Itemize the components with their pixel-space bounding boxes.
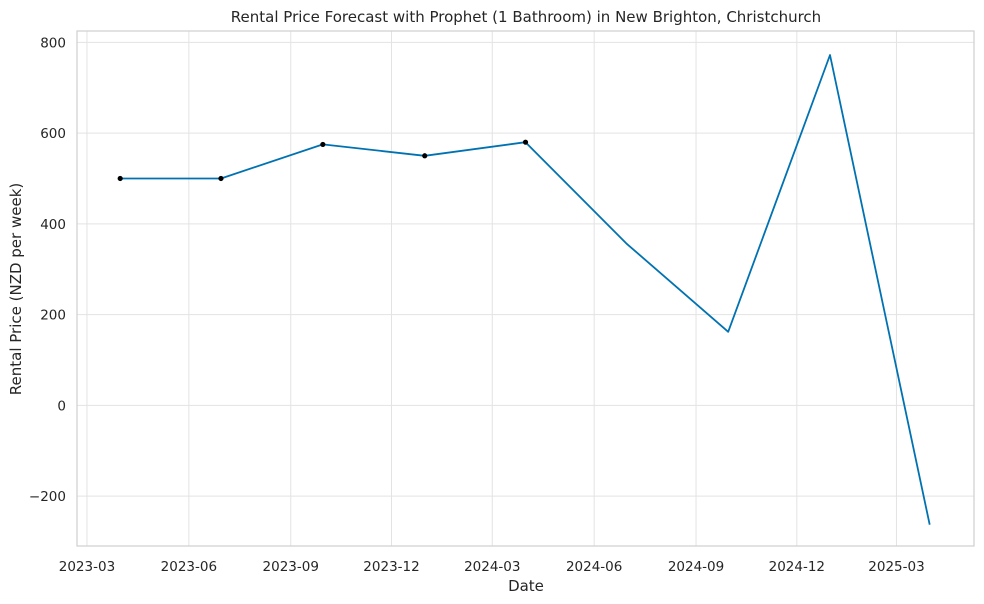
x-tick-label: 2023-09 bbox=[263, 559, 319, 575]
x-tick-label: 2024-06 bbox=[566, 559, 622, 575]
x-tick-label: 2023-03 bbox=[59, 559, 115, 575]
y-gridlines bbox=[77, 41, 974, 497]
chart-title: Rental Price Forecast with Prophet (1 Ba… bbox=[231, 8, 821, 26]
x-axis-title: Date bbox=[508, 577, 544, 595]
x-tick-label: 2024-12 bbox=[769, 559, 825, 575]
y-tick-label: 600 bbox=[40, 126, 66, 142]
x-tick-labels: 2023-03 2023-06 2023-09 2023-12 2024-03 2024-… bbox=[59, 559, 925, 575]
y-axis-title: Rental Price (NZD per week) bbox=[7, 183, 25, 395]
observed-point bbox=[117, 175, 123, 182]
observed-point bbox=[320, 141, 326, 148]
observed-point bbox=[522, 139, 529, 145]
y-tick-label: −200 bbox=[29, 489, 66, 505]
x-tick-label: 2024-03 bbox=[464, 559, 520, 575]
y-tick-label: 400 bbox=[40, 217, 66, 233]
x-tick-label: 2023-12 bbox=[363, 559, 419, 575]
x-tick-label: 2024-09 bbox=[668, 559, 724, 575]
y-tick-labels: −200 0 200 400 600 800 bbox=[29, 35, 66, 505]
x-tick-label: 2025-03 bbox=[868, 559, 924, 575]
y-tick-label: 0 bbox=[57, 398, 66, 414]
observed-point bbox=[422, 153, 428, 159]
plot-frame bbox=[76, 30, 975, 547]
x-tick-label: 2023-06 bbox=[161, 559, 217, 575]
series-layer bbox=[117, 54, 931, 525]
y-tick-label: 800 bbox=[40, 35, 66, 51]
observed-point bbox=[218, 175, 224, 182]
y-tick-label: 200 bbox=[40, 308, 66, 324]
x-gridlines bbox=[86, 31, 897, 546]
